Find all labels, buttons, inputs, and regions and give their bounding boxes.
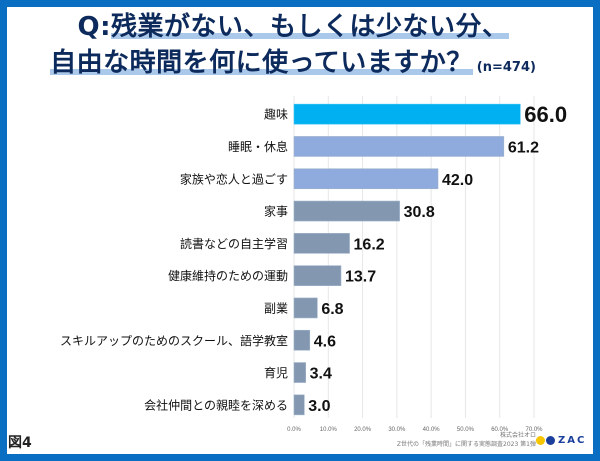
value-label: 42.0 bbox=[442, 172, 473, 189]
x-tick-label: 30.0% bbox=[388, 427, 406, 433]
category-label: 育児 bbox=[264, 365, 288, 380]
x-tick-label: 20.0% bbox=[354, 427, 372, 433]
value-label: 30.8 bbox=[404, 204, 435, 221]
bar bbox=[293, 200, 400, 222]
bar bbox=[293, 362, 306, 383]
figure-label: 図4 bbox=[8, 435, 32, 451]
bar bbox=[293, 329, 311, 351]
category-label: 家族や恋人と過ごす bbox=[180, 171, 288, 186]
sample-size: (n=474) bbox=[476, 60, 536, 75]
bar bbox=[293, 297, 318, 319]
value-label: 4.6 bbox=[314, 333, 336, 350]
x-tick-label: 40.0% bbox=[423, 427, 441, 433]
x-tick-label: 50.0% bbox=[457, 427, 475, 433]
bar bbox=[293, 233, 350, 254]
category-label: スキルアップのためのスクール、語学教室 bbox=[60, 333, 288, 348]
category-label: 健康維持のための運動 bbox=[168, 268, 288, 283]
x-tick-label: 0.0% bbox=[287, 427, 301, 433]
bar bbox=[293, 168, 439, 190]
logo-text: ZAC bbox=[558, 434, 587, 446]
title-prefix: Q: bbox=[77, 12, 111, 42]
bar bbox=[293, 265, 342, 286]
title-text-2: 自由な時間を何に使っていますか？ bbox=[50, 48, 473, 78]
title-line-1: Q:残業がない、もしくは少ない分、 bbox=[0, 10, 586, 44]
title-text-1: 残業がない、もしくは少ない分、 bbox=[110, 12, 509, 42]
bar bbox=[293, 136, 505, 157]
value-label: 3.4 bbox=[310, 366, 332, 383]
category-label: 副業 bbox=[264, 301, 288, 315]
source-survey: Z世代の「残業時間」に関する実態調査2023 第1弾 bbox=[396, 441, 536, 448]
value-label: 3.0 bbox=[308, 398, 330, 415]
category-label: 会社仲間との親睦を深める bbox=[144, 397, 288, 412]
category-label: 趣味 bbox=[264, 107, 288, 122]
logo-dot-yellow-icon bbox=[536, 435, 545, 445]
value-label: 61.2 bbox=[508, 139, 539, 156]
x-tick-label: 10.0% bbox=[320, 427, 338, 433]
value-label: 16.2 bbox=[354, 236, 385, 253]
x-tick-label: 60.0% bbox=[491, 427, 509, 433]
logo-dot-blue-icon bbox=[546, 435, 555, 445]
value-label: 13.7 bbox=[345, 269, 376, 286]
category-label: 読書などの自主学習 bbox=[180, 236, 288, 251]
zac-logo: ZAC bbox=[536, 434, 586, 446]
bar bbox=[293, 103, 521, 125]
category-label: 睡眠・休息 bbox=[228, 139, 288, 154]
category-label: 家事 bbox=[264, 204, 288, 219]
title-line-2: 自由な時間を何に使っていますか？ (n=474) bbox=[0, 46, 586, 85]
value-label: 6.8 bbox=[321, 301, 343, 318]
source-company: 株式会社オロ bbox=[499, 432, 536, 439]
value-label: 66.0 bbox=[524, 102, 567, 127]
x-tick-label: 70.0% bbox=[525, 427, 543, 433]
bar bbox=[293, 394, 305, 416]
